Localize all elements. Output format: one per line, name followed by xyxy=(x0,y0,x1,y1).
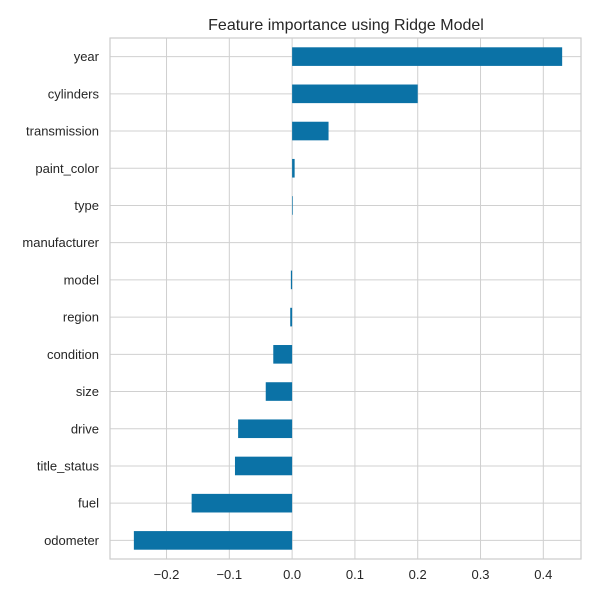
bar-odometer xyxy=(133,531,293,550)
bar-title-status xyxy=(234,456,293,476)
y-tick-label: drive xyxy=(71,421,99,436)
bar-cylinders xyxy=(292,84,418,104)
y-tick-label: transmission xyxy=(26,124,99,139)
bar-model xyxy=(290,270,293,290)
x-tick-label: 0.0 xyxy=(283,567,301,582)
y-tick-labels: year cylinders transmission paint_colortype… xyxy=(22,49,99,548)
y-tick-label: odometer xyxy=(44,533,100,548)
bar-type xyxy=(292,196,293,215)
x-tick-label: 0.1 xyxy=(346,567,364,582)
x-tick-label: 0.2 xyxy=(409,567,427,582)
y-tick-label: model xyxy=(64,272,100,287)
chart-title: Feature importance using Ridge Model xyxy=(208,17,484,34)
bar-region xyxy=(290,307,293,327)
bar-layer xyxy=(133,47,563,550)
x-tick-label: 0.3 xyxy=(471,567,489,582)
y-tick-label: type xyxy=(74,198,99,213)
y-tick-label: cylinders xyxy=(48,86,100,101)
x-tick-label: 0.4 xyxy=(534,567,552,582)
y-tick-label: size xyxy=(76,384,99,399)
y-tick-label: paint_color xyxy=(35,161,99,176)
x-tick-label: −0.1 xyxy=(216,567,242,582)
y-tick-label: manufacturer xyxy=(22,235,99,250)
bar-paint-color xyxy=(292,158,295,178)
y-tick-label: title_status xyxy=(37,458,100,473)
y-tick-label: year xyxy=(74,49,100,64)
bar-drive xyxy=(238,419,293,439)
y-tick-label: condition xyxy=(47,347,99,362)
x-tick-labels: −0.2 −0.1 0.0 0.1 0.2 0.3 0.4 xyxy=(154,567,553,582)
bar-size xyxy=(265,382,293,401)
bar-year xyxy=(292,47,563,66)
axes-frame xyxy=(109,37,582,560)
bar-condition xyxy=(273,345,293,364)
y-tick-label: region xyxy=(63,310,99,325)
y-tick-label: fuel xyxy=(78,496,99,511)
bar-fuel xyxy=(191,493,293,513)
grid-layer xyxy=(110,38,581,559)
bar-transmission xyxy=(292,121,329,141)
x-tick-label: −0.2 xyxy=(154,567,180,582)
